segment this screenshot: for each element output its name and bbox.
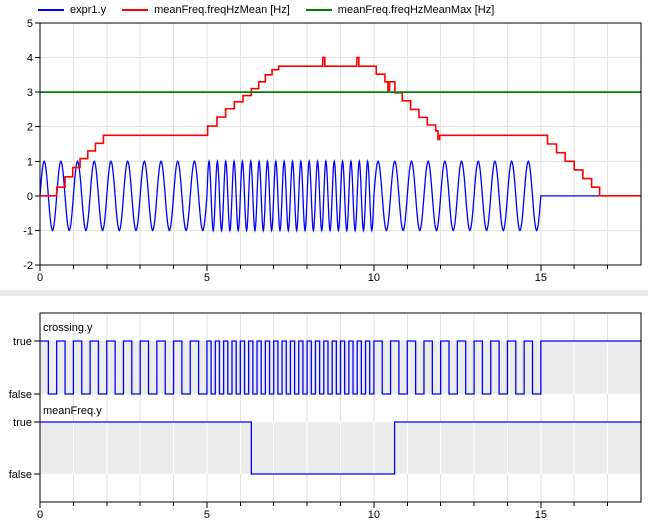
y-tick-label: 5	[27, 18, 33, 30]
level-label-false: false	[9, 389, 32, 401]
y-tick-label: 2	[27, 122, 33, 134]
legend-label-expr1: expr1.y	[70, 4, 107, 16]
y-tick-label: 4	[27, 53, 33, 65]
main-plot-axes: 0 5 10 15 -2 -1 0 1 2 3 4 5	[23, 18, 609, 284]
x-tick-label: 0	[37, 509, 43, 521]
legend-item-expr1[interactable]: expr1.y	[38, 4, 106, 16]
level-label-true: true	[13, 336, 32, 348]
x-tick-label: 15	[535, 509, 547, 521]
x-tick-label: 5	[204, 509, 210, 521]
y-tick-label: -1	[23, 225, 33, 237]
y-tick-label: 3	[27, 87, 33, 99]
level-label-true: true	[13, 417, 32, 429]
signal-crossing-y	[40, 340, 641, 395]
x-tick-label: 0	[37, 272, 43, 284]
legend-label-freqhzmean: meanFreq.freqHzMean [Hz]	[154, 4, 290, 16]
signal-name-label: meanFreq.y	[43, 405, 102, 417]
y-tick-label: 0	[27, 191, 33, 203]
legend: expr1.y meanFreq.freqHzMean [Hz] meanFre…	[38, 2, 494, 18]
signal-name-label: crossing.y	[43, 322, 93, 334]
legend-line-sample-red	[122, 9, 149, 11]
main-plot: 0 5 10 15 -2 -1 0 1 2 3 4 5	[23, 18, 642, 284]
series-expr1-y	[39, 158, 641, 233]
legend-item-freqhzmeanmax[interactable]: meanFreq.freqHzMeanMax [Hz]	[305, 4, 495, 16]
x-tick-label: 10	[368, 272, 380, 284]
y-tick-label: 1	[27, 156, 33, 168]
boolean-plot: 0 5 10 15 true false crossing.y true false meanFr…	[9, 312, 642, 521]
panel-splitter[interactable]	[0, 290, 648, 296]
level-label-false: false	[9, 469, 32, 481]
legend-label-freqhzmeanmax: meanFreq.freqHzMeanMax [Hz]	[337, 4, 495, 16]
x-tick-label: 10	[368, 509, 380, 521]
legend-line-sample-blue	[38, 9, 64, 11]
series-meanfreq-freqhzmean	[40, 56, 641, 197]
x-tick-label: 15	[535, 272, 547, 284]
legend-item-freqhzmean[interactable]: meanFreq.freqHzMean [Hz]	[122, 4, 290, 16]
y-tick-label: -2	[23, 260, 33, 272]
x-tick-label: 5	[204, 272, 210, 284]
boolean-plot-axes: 0 5 10 15 true false crossing.y true false meanFr…	[9, 322, 609, 521]
signal-meanfreq-y	[40, 421, 641, 475]
legend-line-sample-green	[305, 9, 332, 11]
